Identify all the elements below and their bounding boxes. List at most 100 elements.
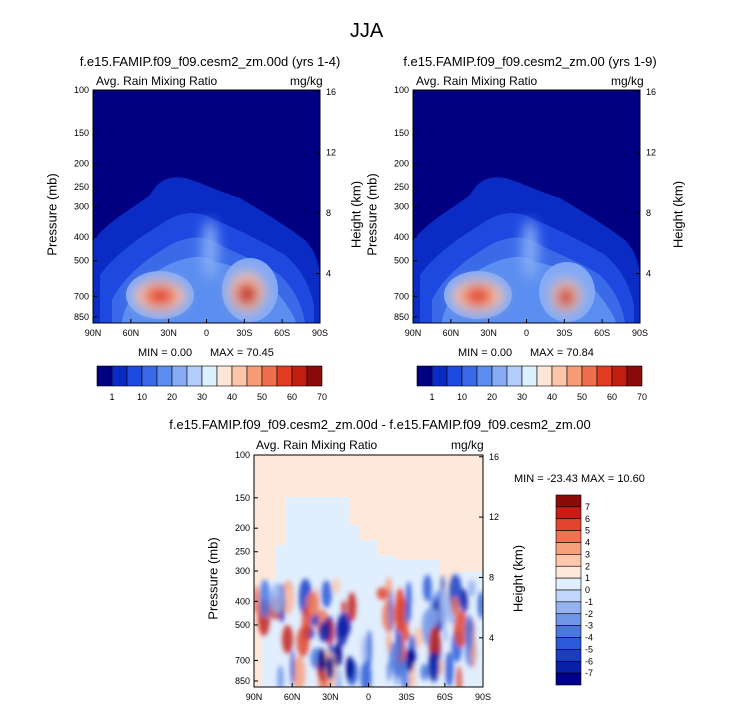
p3-ytick-label: 700 <box>235 655 250 665</box>
p1-xtick-label: 60N <box>123 328 140 338</box>
panel2-max: MAX = 70.84 <box>530 347 594 359</box>
cb3-label: 6 <box>585 514 590 524</box>
panel3-difference-blob <box>259 579 271 618</box>
p2-xtick-label: 90N <box>405 328 422 338</box>
p1-y2tick-label: 8 <box>326 208 331 218</box>
p1-ytick-label: 250 <box>74 182 89 192</box>
panel3-difference-blob <box>301 606 311 643</box>
panel3-positive-edge <box>254 586 259 614</box>
panel3-difference-blob <box>321 580 332 608</box>
p1-xtick-label: 90N <box>85 328 102 338</box>
cb3-swatch <box>555 518 582 531</box>
cb1-label: 70 <box>317 392 327 402</box>
panel3-difference-blob <box>347 592 357 622</box>
p3-xtick-label: 90N <box>246 692 263 702</box>
p2-ytick-label: 500 <box>394 256 409 266</box>
panel3-difference-blob <box>444 651 454 687</box>
p2-xtick-label: 60N <box>443 328 460 338</box>
panel3-difference-blob <box>389 641 399 669</box>
cb3-label: -3 <box>585 621 593 631</box>
panel3-negative-core <box>406 648 414 672</box>
p1-xtick-label: 60S <box>274 328 290 338</box>
cb1-label: 50 <box>257 392 267 402</box>
cb1-label: 40 <box>227 392 237 402</box>
panel3-difference-blob <box>460 588 469 613</box>
p1-y2tick-label: 4 <box>326 269 331 279</box>
cb3-swatch <box>555 542 582 555</box>
cb3-swatch <box>555 672 582 686</box>
panel3-difference-blob <box>428 651 440 683</box>
panel1-nh-maximum <box>144 286 176 306</box>
panel2-field-name: Avg. Rain Mixing Ratio <box>416 74 538 88</box>
p3-ytick-label: 850 <box>235 676 250 686</box>
p3-xtick-label: 30S <box>399 692 415 702</box>
panel3-difference-blob <box>332 578 341 594</box>
p3-ytick-label: 200 <box>235 523 250 533</box>
p1-ytick-label: 400 <box>74 232 89 242</box>
panel1-min: MIN = 0.00 <box>138 347 193 359</box>
p3-ytick-label: 150 <box>235 493 250 503</box>
cb1-label: 30 <box>197 392 207 402</box>
panel3-difference-blob <box>360 659 372 687</box>
panel3-difference-blob <box>386 631 392 653</box>
panel2-itcz-tower <box>522 220 538 280</box>
cb3-label: -4 <box>585 633 593 643</box>
p2-y2tick-label: 12 <box>646 147 656 157</box>
cb2-label: 60 <box>607 392 617 402</box>
cb3-swatch <box>555 494 582 508</box>
panel3-stats: MIN = -23.43 MAX = 10.60 <box>514 473 645 485</box>
p1-xtick-label: 30N <box>160 328 177 338</box>
cb3-label: 2 <box>585 561 590 571</box>
cb3-swatch <box>555 506 582 520</box>
panel3-difference-blob <box>361 634 366 665</box>
p1-ytick-label: 300 <box>74 202 89 212</box>
cb3-label: -2 <box>585 609 593 619</box>
panel1-itcz-tower <box>202 220 218 280</box>
p1-y2tick-label: 16 <box>326 87 336 97</box>
panel1-colorbar: 1 10 20 30 40 50 60 70 <box>96 365 327 402</box>
panel3-difference-blob <box>422 574 432 602</box>
p3-y2tick-label: 12 <box>489 512 499 522</box>
cb2-label: 70 <box>637 392 647 402</box>
cb2-label: 1 <box>429 392 434 402</box>
cb3-label: 0 <box>585 585 590 595</box>
panel3-negative-core <box>334 643 342 667</box>
p3-ytick-label: 400 <box>235 596 250 606</box>
p2-ytick-label: 200 <box>394 159 409 169</box>
panel3-difference-blob <box>392 661 405 677</box>
panel3-difference-blob <box>290 649 295 686</box>
cb1-label: 60 <box>287 392 297 402</box>
cb1-swatch <box>306 365 323 387</box>
p2-xtick-label: 90S <box>632 328 648 338</box>
p3-xtick-label: 0 <box>366 692 371 702</box>
panel1-sh-maximum <box>236 282 258 306</box>
panel3-difference-blob <box>467 579 476 597</box>
cb1-label: 20 <box>167 392 177 402</box>
panel3-difference-blob <box>451 596 459 616</box>
cb3-swatch <box>555 530 582 543</box>
cb3-label: -5 <box>585 644 593 654</box>
panel3-difference-blob <box>292 655 306 687</box>
p2-ytick-label: 100 <box>394 85 409 95</box>
p3-ytick-label: 100 <box>235 450 250 460</box>
p3-ytick-label: 250 <box>235 547 250 557</box>
cb3-label: 3 <box>585 549 590 559</box>
panel3-negative-edge <box>478 591 483 619</box>
p1-xtick-label: 30S <box>236 328 252 338</box>
cb2-label: 20 <box>487 392 497 402</box>
panel3-negative-core <box>326 656 334 680</box>
cb1-label: 10 <box>137 392 147 402</box>
cb3-label: 4 <box>585 538 590 548</box>
panel1-title: f.e15.FAMIP.f09_f09.cesm2_zm.00d (yrs 1-… <box>79 54 341 69</box>
cb3-swatch <box>555 649 582 662</box>
panel3-difference-blob <box>388 589 394 633</box>
panel3-difference-blob <box>453 610 468 648</box>
cb3-swatch <box>555 637 582 650</box>
panel2-title: f.e15.FAMIP.f09_f09.cesm2_zm.00 (yrs 1-9… <box>403 54 657 69</box>
cb2-swatch <box>626 365 643 387</box>
panel3-difference-blob <box>341 600 346 614</box>
p3-ytick-label: 300 <box>235 566 250 576</box>
p2-y2tick-label: 8 <box>646 208 651 218</box>
